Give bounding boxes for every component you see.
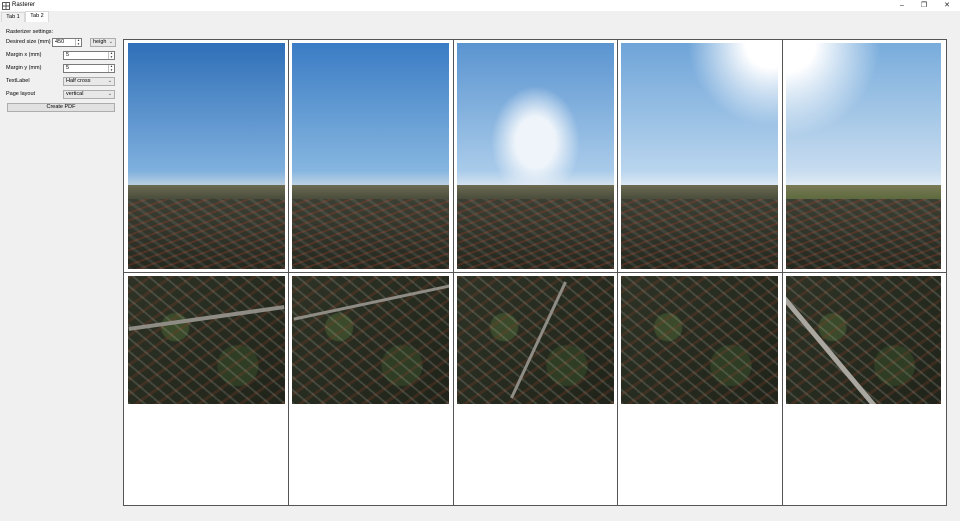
minimize-button[interactable]: –	[891, 0, 913, 11]
tab-2[interactable]: Tab 2	[25, 11, 49, 22]
preview-tile-4	[621, 43, 778, 269]
preview-tile-1	[128, 43, 285, 269]
text-label-row: TextLabel Half cross ⌄	[6, 75, 118, 88]
margin-y-value: 5	[66, 65, 70, 71]
page-layout-value: vertical	[66, 91, 84, 97]
preview-tile-9	[621, 276, 778, 404]
settings-heading: Rasterizer settings:	[6, 29, 54, 35]
margin-y-label: Margin y (mm)	[6, 65, 42, 71]
restore-button[interactable]: ❐	[913, 0, 935, 11]
text-label-value: Half cross	[66, 78, 91, 84]
preview-tile-7	[292, 276, 449, 404]
close-button[interactable]: ✕	[936, 0, 958, 11]
preview-tile-2	[292, 43, 449, 269]
margin-x-spinbox[interactable]: 5 ▲ ▼	[63, 51, 115, 60]
margin-x-row: Margin x (mm) 5 ▲ ▼	[6, 49, 118, 62]
tab-1[interactable]: Tab 1	[1, 12, 25, 22]
settings-panel: Rasterizer settings: Desired size (mm) 4…	[6, 28, 118, 101]
preview-tile-8	[457, 276, 614, 404]
desired-size-spinbox[interactable]: 450 ▲ ▼	[52, 38, 82, 47]
restore-icon: ❐	[920, 2, 928, 9]
size-mode-value: heigh	[93, 39, 107, 45]
tab-bar: Tab 1 Tab 2	[0, 11, 960, 22]
desired-size-value: 450	[55, 39, 65, 45]
text-label-combo[interactable]: Half cross ⌄	[63, 77, 115, 86]
window-title: Rasterer	[12, 2, 36, 8]
preview-tile-10	[786, 276, 941, 404]
chevron-down-icon: ⌄	[107, 91, 112, 97]
desired-size-label: Desired size (mm)	[6, 39, 51, 45]
page-layout-row: Page layout vertical ⌄	[6, 88, 118, 101]
size-mode-combo[interactable]: heigh ⌄	[90, 38, 116, 47]
margin-x-value: 5	[66, 52, 70, 58]
create-pdf-button[interactable]: Create PDF	[7, 103, 115, 112]
spin-arrows-icon[interactable]: ▲ ▼	[108, 64, 113, 72]
preview-tile-3	[457, 43, 614, 269]
margin-y-spinbox[interactable]: 5 ▲ ▼	[63, 64, 115, 73]
preview-tile-6	[128, 276, 285, 404]
margin-x-label: Margin x (mm)	[6, 52, 42, 58]
spin-arrows-icon[interactable]: ▲ ▼	[108, 51, 113, 59]
page-layout-combo[interactable]: vertical ⌄	[63, 90, 115, 99]
text-label-label: TextLabel	[6, 78, 30, 84]
grid-line-horizontal	[124, 272, 946, 273]
minimize-icon: –	[900, 2, 904, 9]
app-grid-icon	[2, 2, 10, 10]
preview-tile-5	[786, 43, 941, 269]
chevron-down-icon: ⌄	[108, 39, 113, 45]
title-bar: Rasterer – ❐ ✕	[0, 0, 960, 11]
page-layout-label: Page layout	[6, 91, 36, 97]
raster-preview	[123, 39, 947, 506]
close-icon: ✕	[944, 2, 950, 9]
margin-y-row: Margin y (mm) 5 ▲ ▼	[6, 62, 118, 75]
desired-size-row: Desired size (mm) 450 ▲ ▼ heigh ⌄	[6, 36, 118, 49]
spin-arrows-icon[interactable]: ▲ ▼	[75, 38, 80, 46]
chevron-down-icon: ⌄	[107, 78, 112, 84]
